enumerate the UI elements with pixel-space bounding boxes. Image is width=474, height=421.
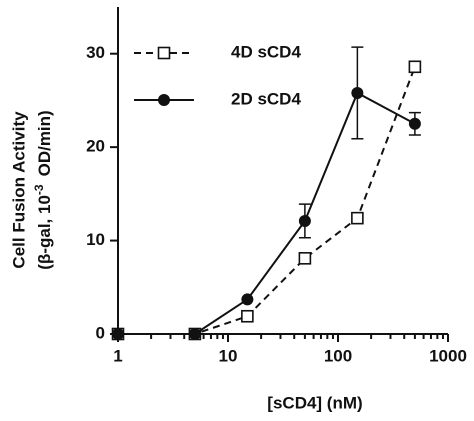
y-tick-label: 0: [96, 323, 105, 342]
marker: [158, 94, 170, 106]
y-axis-label-part: OD/min): [35, 110, 54, 176]
y-tick-label: 20: [86, 137, 105, 156]
legend-label: 4D sCD4: [231, 42, 301, 61]
x-axis-label: [sCD4] (nM): [267, 393, 362, 412]
marker: [112, 328, 124, 340]
x-tick-label: 1000: [429, 346, 467, 365]
marker: [298, 214, 311, 227]
marker: [408, 60, 422, 74]
series-line: [118, 91, 416, 335]
y-axis-label-sup: -3: [32, 184, 46, 195]
legend-label: 2D sCD4: [231, 89, 301, 108]
marker: [157, 46, 171, 60]
marker: [298, 252, 312, 265]
y-tick-label: 10: [86, 230, 105, 249]
y-axis-label-part: (β-gal, 10: [35, 195, 54, 270]
marker: [241, 293, 254, 306]
y-axis-label: (β-gal, 10-3 OD/min): [32, 110, 54, 269]
marker: [241, 309, 254, 323]
y-tick-label: 30: [86, 43, 105, 62]
marker: [351, 86, 364, 99]
marker: [408, 117, 421, 130]
y-axis-label: Cell Fusion Activity: [9, 111, 28, 269]
x-tick-label: 100: [324, 346, 352, 365]
x-tick-label: 10: [219, 346, 238, 365]
marker: [188, 328, 201, 340]
x-tick-label: 1: [113, 346, 122, 365]
marker: [351, 211, 364, 225]
